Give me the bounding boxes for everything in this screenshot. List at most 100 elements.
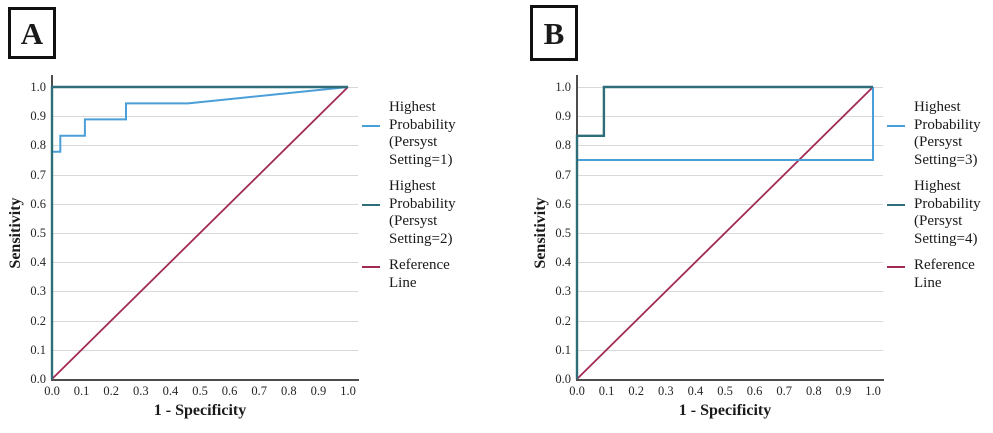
- x-tick-label-0.4: 0.4: [162, 384, 179, 398]
- gridline-y-0.2: [577, 320, 883, 322]
- gridline-y-0.8: [577, 145, 883, 147]
- legend-label-line: Line: [389, 274, 417, 291]
- legend-label-line: (Persyst: [389, 213, 438, 229]
- legend-label-line: Highest: [389, 178, 436, 194]
- y-tick-label-0.1: 0.1: [555, 342, 571, 357]
- legend-label: Reference Line: [914, 257, 975, 292]
- x-tick-label-1.0: 1.0: [340, 384, 356, 398]
- legend-item-highest-probability-persyst-setting-4: Highest Probability (Persyst Setting=4): [887, 178, 993, 248]
- plot-area: 0.0 0.1 0.2 0.3 0.4 0.5 0.6 0.7 0.8 0.9 1.0 0.0 0.1 0…: [30, 75, 359, 398]
- legend-label-line: Probability: [914, 116, 981, 133]
- y-tick-label-0.5: 0.5: [30, 226, 46, 240]
- x-tick-label-0.6: 0.6: [221, 384, 238, 398]
- panel-a-label: A: [20, 15, 44, 51]
- gridline-y-0.7: [577, 174, 883, 176]
- legend-label-line: Setting=2): [389, 230, 453, 247]
- legend-label: Highest Probability (Persyst Setting=4): [914, 178, 981, 248]
- x-tick-label-0.8: 0.8: [280, 384, 297, 398]
- legend-label-line: Setting=1): [389, 151, 453, 168]
- y-tick-label-0.9: 0.9: [555, 109, 571, 124]
- panel-a-label-box: A: [8, 7, 56, 59]
- legend-label: Highest Probability (Persyst Setting=1): [389, 99, 456, 169]
- gridline-y-0.8: [52, 145, 358, 147]
- y-tick-label-0.0: 0.0: [555, 372, 571, 386]
- legend-label-line: (Persyst: [914, 213, 963, 229]
- gridline-y-0.1: [577, 349, 883, 351]
- curve-highest-probability-persyst-setting-2: [50, 85, 348, 379]
- legend-label: Reference Line: [389, 257, 450, 292]
- gridline-y-0.3: [52, 291, 358, 293]
- y-tick-label-0.8: 0.8: [30, 138, 46, 153]
- curve-reference-line: [576, 86, 874, 380]
- y-tick-label-0.2: 0.2: [555, 313, 571, 328]
- legend-label-line: Highest: [389, 99, 436, 115]
- y-tick-label-0.2: 0.2: [30, 313, 46, 328]
- legend-item-highest-probability-persyst-setting-3: Highest Probability (Persyst Setting=3): [887, 99, 993, 169]
- x-tick-label-0.2: 0.2: [103, 384, 119, 398]
- y-tick-label-0.4: 0.4: [555, 255, 571, 270]
- y-tick-label-1.0: 1.0: [30, 80, 46, 94]
- x-tick-label-0.5: 0.5: [717, 384, 733, 398]
- legend-label-line: Probability: [389, 116, 456, 133]
- legend-label: Highest Probability (Persyst Setting=3): [914, 99, 981, 169]
- plot-area: 0.0 0.1 0.2 0.3 0.4 0.5 0.6 0.7 0.8 0.9 1.0 0.0 0.1 0…: [555, 75, 884, 398]
- legend-swatch-reference-line: [887, 266, 905, 269]
- legend-label-line: Probability: [914, 195, 981, 212]
- panel-b: B Sensitivity 0.0 0.1 0.2 0.3 0.4 0.5 0.6 0.7 0.…: [525, 0, 993, 433]
- x-tick-label-0.1: 0.1: [598, 384, 615, 398]
- gridline-y-0.4: [577, 262, 883, 264]
- gridline-y-0.9: [52, 116, 358, 118]
- x-tick-label-0.9: 0.9: [835, 384, 852, 398]
- gridline-y-0.5: [577, 233, 883, 234]
- gridline-y-0.5: [52, 233, 358, 234]
- legend-label-line: (Persyst: [914, 134, 963, 150]
- legend-label-line: Line: [914, 274, 942, 291]
- gridline-y-0.1: [52, 349, 358, 351]
- curve-highest-probability-persyst-setting-4: [575, 85, 873, 379]
- legend-item-highest-probability-persyst-setting-1: Highest Probability (Persyst Setting=1): [362, 99, 472, 169]
- gridline-y-0.4: [52, 262, 358, 264]
- gridline-y-0.3: [577, 291, 883, 293]
- legend-label-line: Highest: [914, 99, 961, 115]
- x-tick-label-0.0: 0.0: [44, 384, 60, 398]
- x-axis-line: [576, 379, 884, 381]
- y-tick-label-0.3: 0.3: [555, 284, 571, 299]
- gridline-y-0.6: [577, 203, 883, 205]
- x-tick-label-0.7: 0.7: [251, 384, 267, 398]
- x-axis-title: 1 - Specificity: [153, 402, 247, 419]
- gridline-y-0.6: [52, 203, 358, 205]
- legend-label-line: Setting=3): [914, 151, 978, 168]
- curve-reference-line: [51, 86, 349, 380]
- legend-label-line: Reference: [389, 257, 450, 273]
- legend: Highest Probability (Persyst Setting=1) High…: [362, 99, 472, 301]
- x-axis-title: 1 - Specificity: [678, 402, 772, 419]
- legend-swatch-highest-probability-persyst-setting-4: [887, 204, 905, 207]
- y-tick-label-0.6: 0.6: [555, 196, 571, 211]
- legend-swatch-reference-line: [362, 266, 380, 269]
- legend-item-reference-line: Reference Line: [362, 257, 472, 292]
- y-tick-label-0.6: 0.6: [30, 196, 46, 211]
- legend-label-line: Reference: [914, 257, 975, 273]
- gridline-y-0.7: [52, 174, 358, 176]
- legend-item-highest-probability-persyst-setting-2: Highest Probability (Persyst Setting=2): [362, 178, 472, 248]
- legend-label-line: Highest: [914, 178, 961, 194]
- x-tick-label-0.7: 0.7: [776, 384, 792, 398]
- x-tick-label-0.3: 0.3: [132, 384, 149, 398]
- panel-a: A Sensitivity 0.0 0.1 0.2 0.3 0.4 0.5 0.6 0.7 0.…: [7, 7, 472, 419]
- legend-swatch-highest-probability-persyst-setting-3: [887, 125, 905, 128]
- legend-label-line: (Persyst: [389, 134, 438, 150]
- legend-swatch-highest-probability-persyst-setting-2: [362, 204, 380, 207]
- x-tick-label-0.5: 0.5: [192, 384, 208, 398]
- legend-label: Highest Probability (Persyst Setting=2): [389, 178, 456, 248]
- x-tick-label-0.4: 0.4: [687, 384, 704, 398]
- x-tick-label-1.0: 1.0: [865, 384, 881, 398]
- x-tick-label-0.8: 0.8: [805, 384, 822, 398]
- panel-b-label-box: B: [530, 5, 578, 61]
- legend-label-line: Setting=4): [914, 230, 978, 247]
- y-tick-label-0.8: 0.8: [555, 138, 571, 153]
- curve-highest-probability-persyst-setting-1: [51, 86, 349, 379]
- legend-item-reference-line: Reference Line: [887, 257, 993, 292]
- roc-curves: [50, 85, 349, 380]
- x-axis-line: [51, 379, 359, 381]
